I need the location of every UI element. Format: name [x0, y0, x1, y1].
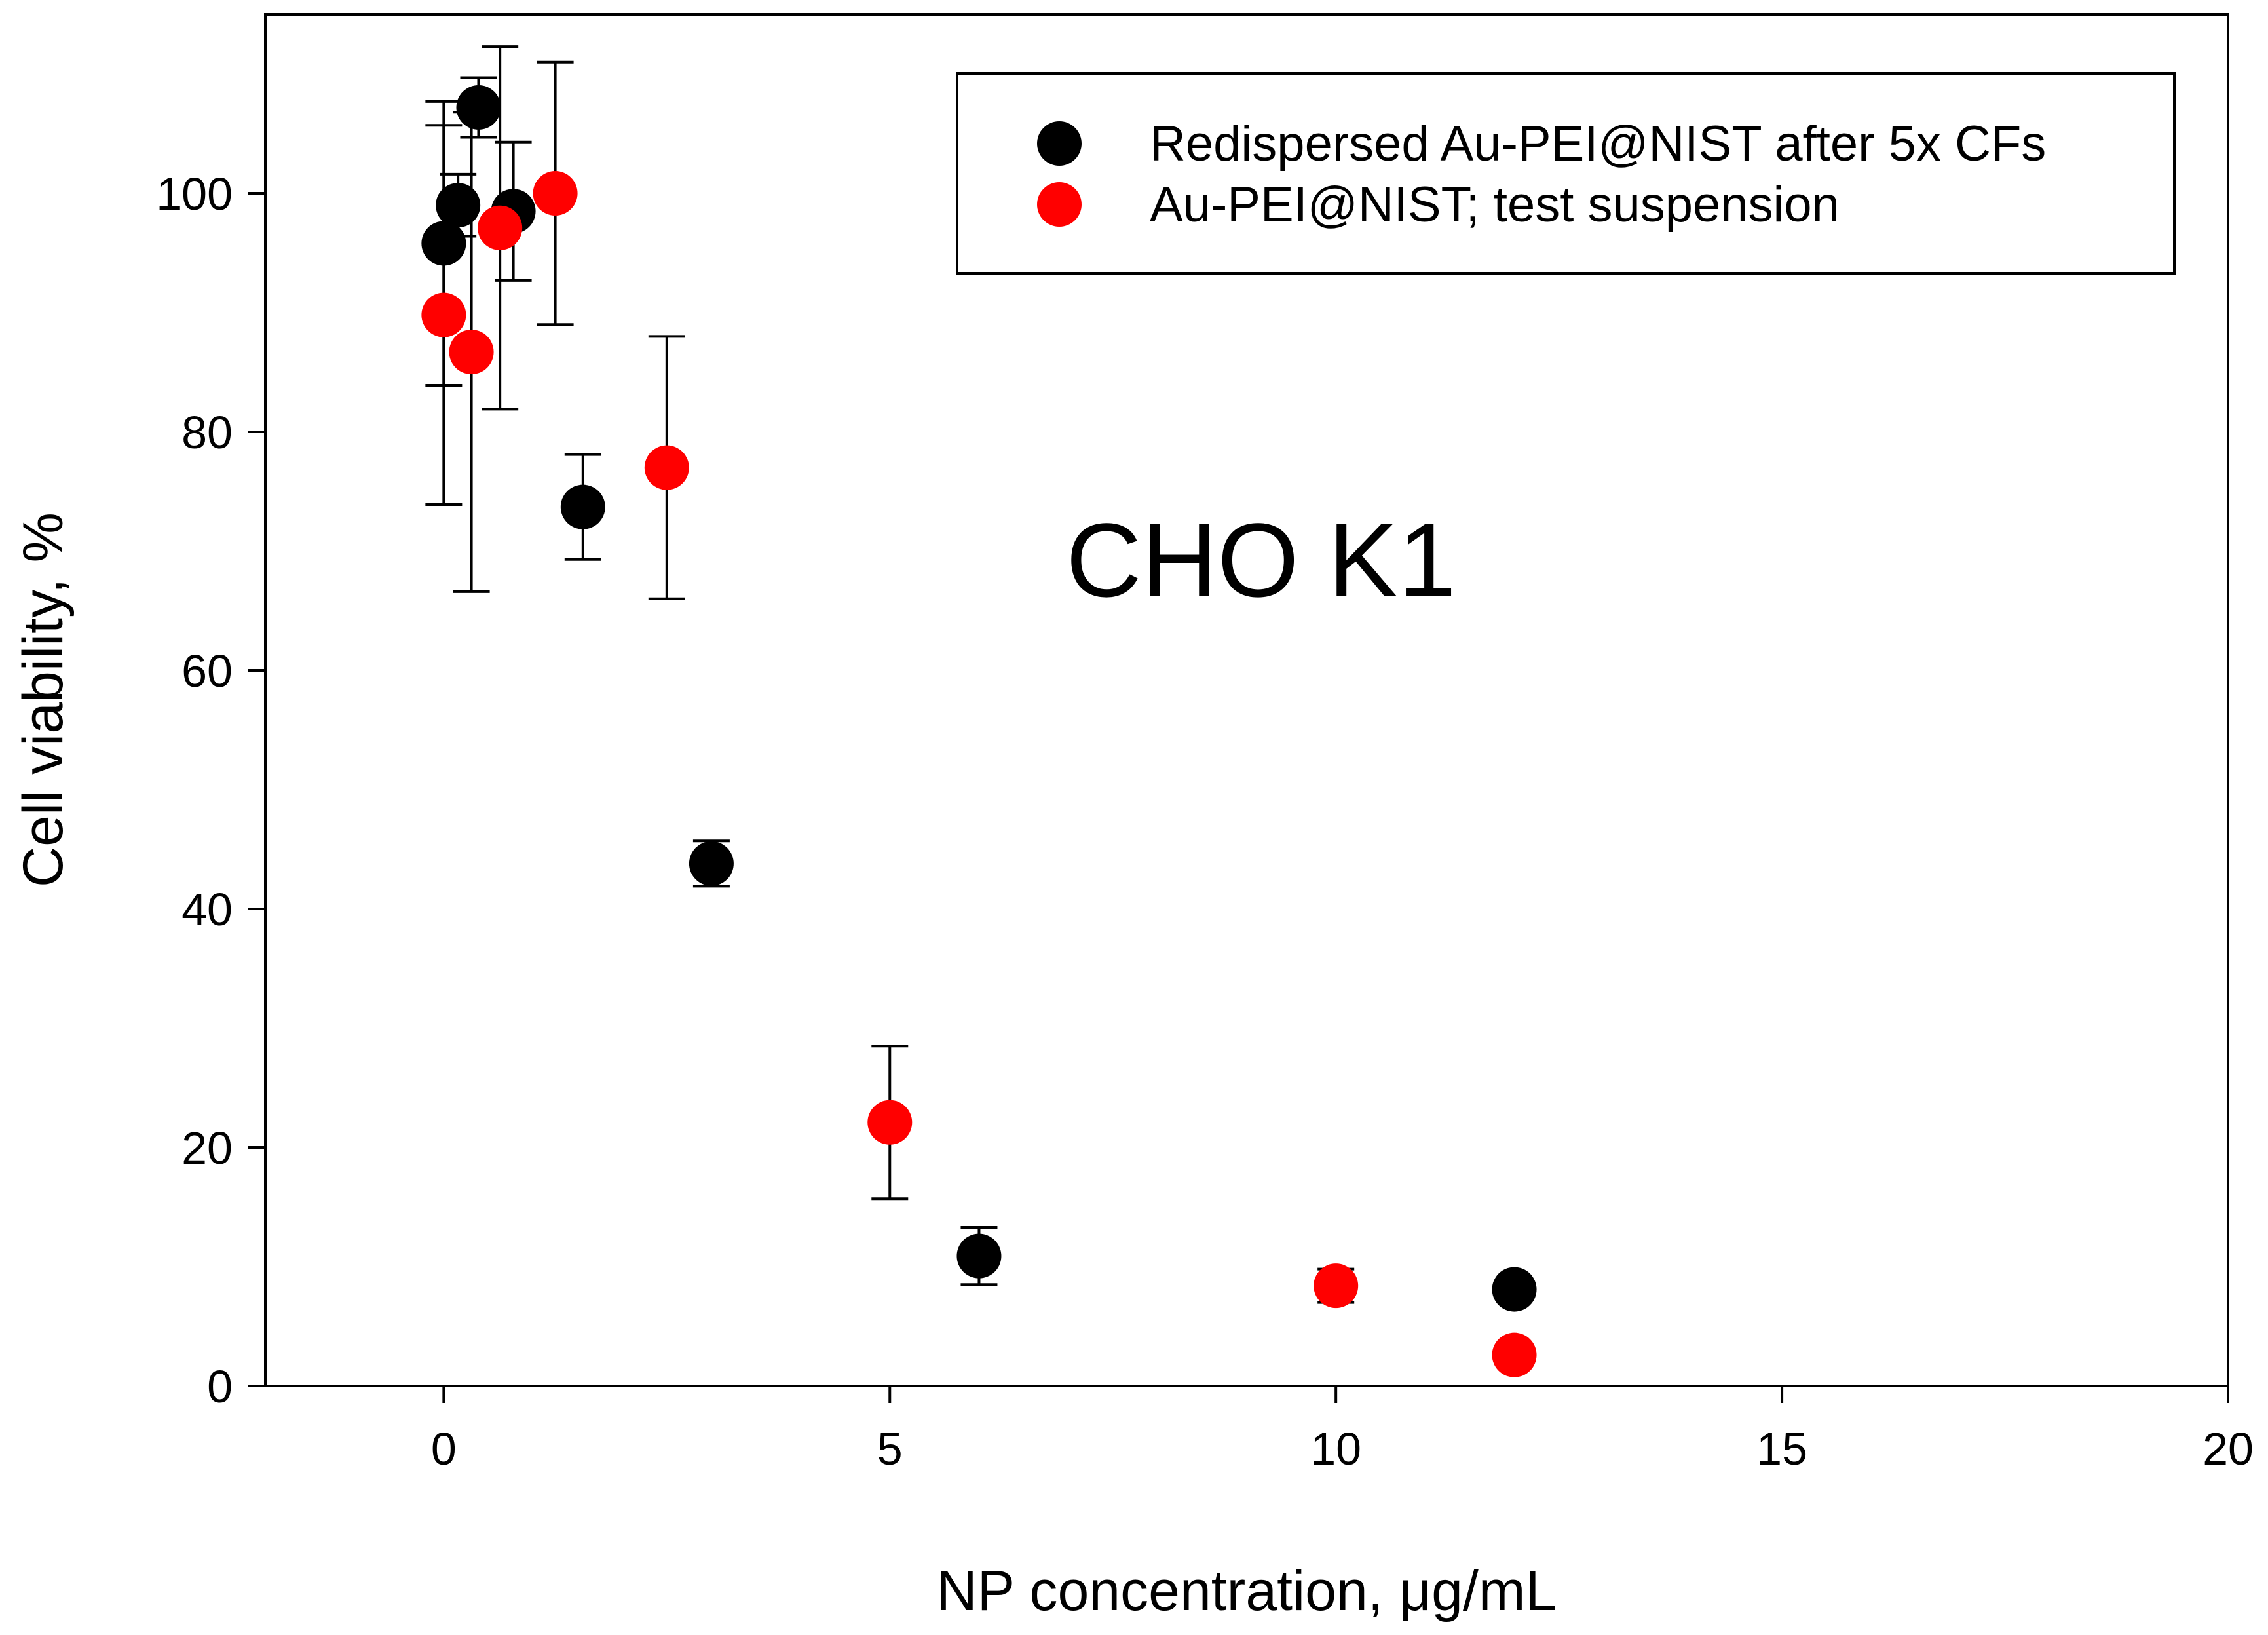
x-tick-label: 5	[877, 1423, 903, 1474]
y-tick-label: 80	[181, 407, 233, 458]
y-axis-title: Cell viability, %	[12, 512, 75, 887]
data-point-series-2	[644, 445, 689, 490]
legend-label-series-2: Au-PEI@NIST; test suspension	[1150, 177, 1840, 233]
y-tick-label: 60	[181, 645, 233, 697]
data-point-series-1	[689, 841, 734, 886]
x-tick-label: 20	[2202, 1423, 2254, 1474]
data-point-series-1	[456, 85, 501, 130]
data-point-series-2	[867, 1100, 913, 1145]
x-axis: 0 5 10 15 20	[431, 1386, 2254, 1474]
y-tick-label: 0	[207, 1361, 233, 1412]
legend-marker-red	[1037, 182, 1082, 227]
legend-label-series-1: Redispersed Au-PEI@NIST after 5x CFs	[1150, 116, 2046, 172]
data-point-series-2	[1314, 1263, 1359, 1309]
data-point-series-2	[1492, 1332, 1537, 1377]
data-point-series-2	[533, 171, 578, 216]
data-points	[421, 85, 1537, 1377]
data-point-series-1	[560, 484, 605, 529]
data-point-series-2	[449, 330, 494, 375]
data-point-series-1	[421, 221, 466, 266]
data-point-series-1	[956, 1233, 1002, 1279]
legend-marker-black	[1037, 121, 1082, 166]
y-axis: 0 20 40 60 80 100	[156, 168, 265, 1412]
y-tick-label: 20	[181, 1123, 233, 1174]
y-tick-label: 40	[181, 884, 233, 935]
legend-box	[956, 72, 2176, 275]
plot-frame	[264, 13, 2229, 1387]
x-tick-label: 15	[1756, 1423, 1807, 1474]
y-tick-label: 100	[156, 168, 233, 220]
cho-k1-annotation: CHO K1	[1066, 501, 1456, 619]
x-axis-title: NP concentration, μg/mL	[937, 1560, 1557, 1623]
data-point-series-2	[478, 205, 523, 250]
data-point-series-1	[436, 183, 481, 228]
data-point-series-1	[1492, 1267, 1537, 1312]
x-tick-label: 10	[1310, 1423, 1361, 1474]
legend: Redispersed Au-PEI@NIST after 5x CFs Au-…	[956, 72, 2176, 275]
data-point-series-2	[421, 292, 466, 337]
x-tick-label: 0	[431, 1423, 457, 1474]
